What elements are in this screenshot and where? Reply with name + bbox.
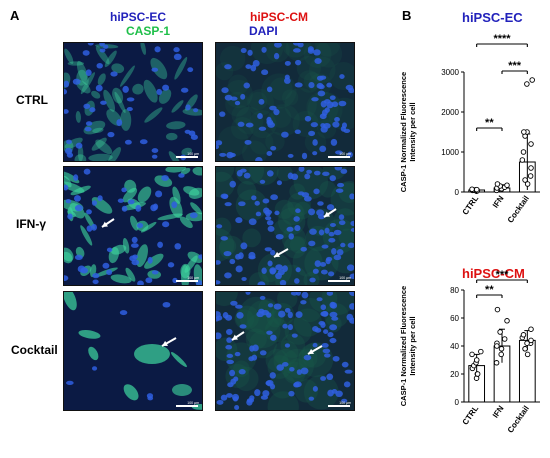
- x-tick-label-ctrl: CTRL: [461, 404, 481, 427]
- arrow-marker: [323, 208, 337, 218]
- data-point: [520, 149, 527, 155]
- y-tick-label: 1000: [441, 148, 459, 157]
- data-point: [469, 351, 475, 358]
- data-point: [528, 165, 534, 171]
- y-tick-label: 40: [450, 342, 459, 351]
- data-point: [504, 182, 510, 188]
- data-point: [524, 340, 530, 346]
- significance-label: **: [485, 284, 494, 296]
- significance-label: **: [485, 117, 494, 129]
- scale-bar: [176, 156, 198, 158]
- data-point: [527, 173, 534, 179]
- micrograph-ec-ctrl: 100 µm: [63, 42, 203, 162]
- y-tick-label: 2000: [441, 108, 459, 117]
- chart-cm-title: hiPSC-CM: [462, 266, 525, 281]
- data-point: [497, 329, 503, 335]
- data-point: [473, 186, 480, 193]
- data-point: [528, 326, 534, 332]
- scale-bar: [328, 156, 350, 158]
- data-point: [524, 181, 531, 187]
- data-point: [473, 357, 480, 363]
- data-point: [494, 306, 501, 313]
- row-label-ctrl: CTRL: [16, 93, 48, 107]
- data-point: [469, 186, 475, 192]
- arrow-marker: [307, 345, 323, 355]
- chart-ec-title: hiPSC-EC: [462, 10, 523, 25]
- data-point: [494, 181, 501, 187]
- data-point: [504, 318, 510, 324]
- chart-ec: CASP-1 Normalized FluorescenceIntensity …: [400, 33, 540, 225]
- data-point: [498, 351, 504, 358]
- significance-label: ***: [508, 60, 522, 72]
- micrograph-cm-ctrl: 100 µm: [215, 42, 355, 162]
- scale-bar-label: 100 µm: [339, 152, 351, 156]
- scale-bar: [328, 280, 350, 282]
- dapi-stain-label: DAPI: [249, 24, 278, 38]
- scale-bar-label: 100 µm: [187, 276, 199, 280]
- x-tick-label-cocktail: Cocktail: [506, 404, 531, 435]
- data-point: [522, 177, 528, 183]
- y-tick-label: 20: [450, 370, 459, 379]
- scale-bar: [176, 280, 198, 282]
- scale-bar-label: 100 µm: [187, 401, 199, 405]
- arrow-marker: [101, 218, 115, 228]
- panel-b-letter: B: [402, 8, 412, 23]
- arrow-marker: [273, 248, 289, 258]
- ec-column-header: hiPSC-EC: [110, 10, 167, 24]
- cm-column-header: hiPSC-CM: [250, 10, 308, 24]
- micrograph-cm-ifn: 100 µm: [215, 166, 355, 286]
- y-tick-label: 80: [450, 286, 459, 295]
- data-point: [524, 81, 530, 87]
- scale-bar-label: 100 µm: [339, 401, 351, 405]
- data-point: [528, 337, 534, 344]
- casp1-stain-label: CASP-1: [126, 24, 171, 38]
- x-tick-label-ifn: IFN: [491, 194, 506, 210]
- x-tick-label-ctrl: CTRL: [461, 194, 481, 217]
- data-point: [520, 332, 527, 338]
- micrograph-cm-cocktail: 100 µm: [215, 291, 355, 411]
- panel-a-letter: A: [10, 8, 20, 23]
- y-axis-label: CASP-1 Normalized FluorescenceIntensity …: [399, 286, 417, 406]
- data-point: [478, 348, 484, 355]
- x-tick-label-cocktail: Cocktail: [506, 194, 531, 225]
- data-point: [519, 157, 526, 163]
- row-label-cocktail: Cocktail: [11, 343, 58, 357]
- y-tick-label: 0: [455, 398, 460, 407]
- data-point: [493, 360, 500, 366]
- y-tick-label: 0: [455, 188, 460, 197]
- scale-bar-label: 100 µm: [187, 152, 199, 156]
- micrograph-ec-ifn: 100 µm: [63, 166, 203, 286]
- scale-bar: [176, 405, 198, 407]
- data-point: [524, 351, 531, 358]
- scale-bar: [328, 405, 350, 407]
- data-point: [494, 343, 500, 349]
- significance-label: ****: [493, 33, 511, 45]
- data-point: [501, 336, 508, 342]
- data-point: [521, 129, 527, 135]
- significance-label: ***: [496, 269, 510, 281]
- data-point: [522, 346, 528, 352]
- arrow-marker: [231, 331, 245, 341]
- arrow-marker: [161, 337, 177, 347]
- row-label-ifn: IFN-γ: [16, 217, 46, 231]
- y-tick-label: 60: [450, 314, 459, 323]
- scale-bar-label: 100 µm: [339, 276, 351, 280]
- chart-cm: CASP-1 Normalized FluorescenceIntensity …: [399, 269, 540, 435]
- data-point: [528, 141, 534, 147]
- data-point: [529, 77, 535, 83]
- y-tick-label: 3000: [441, 68, 459, 77]
- data-point: [474, 371, 481, 377]
- y-axis-label: CASP-1 Normalized FluorescenceIntensity …: [400, 72, 417, 192]
- micrograph-ec-cocktail: 100 µm: [63, 291, 203, 411]
- data-point: [498, 346, 505, 352]
- x-tick-label-ifn: IFN: [491, 404, 506, 420]
